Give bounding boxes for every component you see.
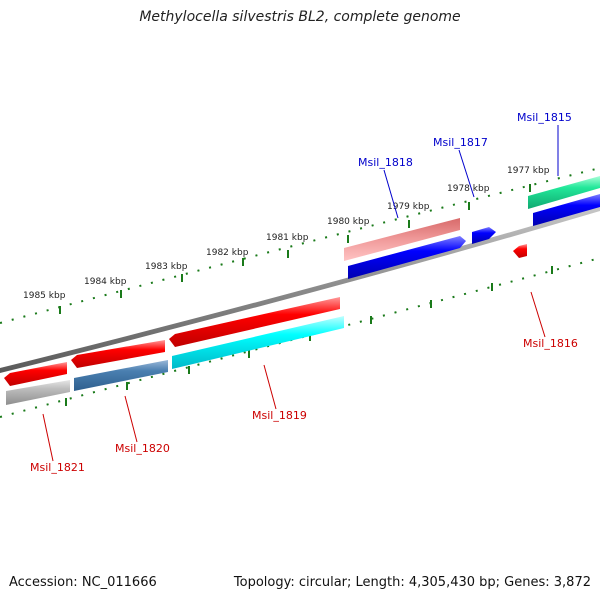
gene-label-msil-1815[interactable]: Msil_1815 bbox=[517, 111, 572, 124]
reverse-strand-genes bbox=[6, 194, 600, 405]
scale-label: 1981 kbp bbox=[266, 233, 309, 243]
gene-label-msil-1817[interactable]: Msil_1817 bbox=[433, 136, 488, 149]
gene-steelblue-bar[interactable] bbox=[74, 360, 168, 391]
forward-strand-genes bbox=[4, 176, 600, 386]
scale-labels: 1985 kbp 1984 kbp 1983 kbp 1982 kbp 1981… bbox=[23, 166, 550, 301]
gene-label-msil-1819[interactable]: Msil_1819 bbox=[252, 409, 307, 422]
gene-blue-right-bar[interactable] bbox=[533, 194, 600, 226]
scale-label: 1982 kbp bbox=[206, 248, 249, 258]
scale-label: 1983 kbp bbox=[145, 262, 188, 272]
gene-label-msil-1820[interactable]: Msil_1820 bbox=[115, 442, 170, 455]
scale-label: 1979 kbp bbox=[387, 202, 430, 212]
gene-label-msil-1821[interactable]: Msil_1821 bbox=[30, 461, 85, 474]
gene-labels: Msil_1815 Msil_1817 Msil_1818 Msil_1816 … bbox=[30, 111, 578, 474]
gene-msil-1818-bar[interactable] bbox=[344, 218, 460, 261]
gene-label-msil-1818[interactable]: Msil_1818 bbox=[358, 156, 413, 169]
scale-label: 1985 kbp bbox=[23, 291, 66, 301]
inner-major-ticks bbox=[65, 266, 553, 406]
gene-msil-1821-bar[interactable] bbox=[4, 362, 67, 386]
genome-summary-text: Topology: circular; Length: 4,305,430 bp… bbox=[233, 575, 591, 590]
scale-label: 1984 kbp bbox=[84, 277, 127, 287]
gene-msil-1816-bar[interactable] bbox=[513, 244, 527, 258]
outer-tick-track bbox=[0, 167, 600, 324]
accession-text: Accession: NC_011666 bbox=[9, 575, 157, 590]
scale-label: 1977 kbp bbox=[507, 166, 550, 176]
scale-label: 1980 kbp bbox=[327, 217, 370, 227]
gene-msil-1819-bar[interactable] bbox=[169, 297, 340, 347]
gene-msil-1815-bar[interactable] bbox=[528, 176, 600, 209]
gene-msil-1817-bar[interactable] bbox=[472, 227, 496, 244]
gene-gray-bar[interactable] bbox=[6, 380, 70, 405]
scale-label: 1978 kbp bbox=[447, 184, 490, 194]
gene-cyan-bar[interactable] bbox=[172, 316, 344, 369]
callout-lines bbox=[42, 125, 559, 462]
outer-major-ticks bbox=[59, 184, 531, 314]
genome-backbone bbox=[0, 206, 600, 373]
genome-title: Methylocella silvestris BL2, complete ge… bbox=[139, 9, 461, 25]
gene-blue-bar[interactable] bbox=[348, 236, 466, 279]
gene-label-msil-1816[interactable]: Msil_1816 bbox=[523, 337, 578, 350]
gene-msil-1820-bar[interactable] bbox=[71, 340, 165, 368]
